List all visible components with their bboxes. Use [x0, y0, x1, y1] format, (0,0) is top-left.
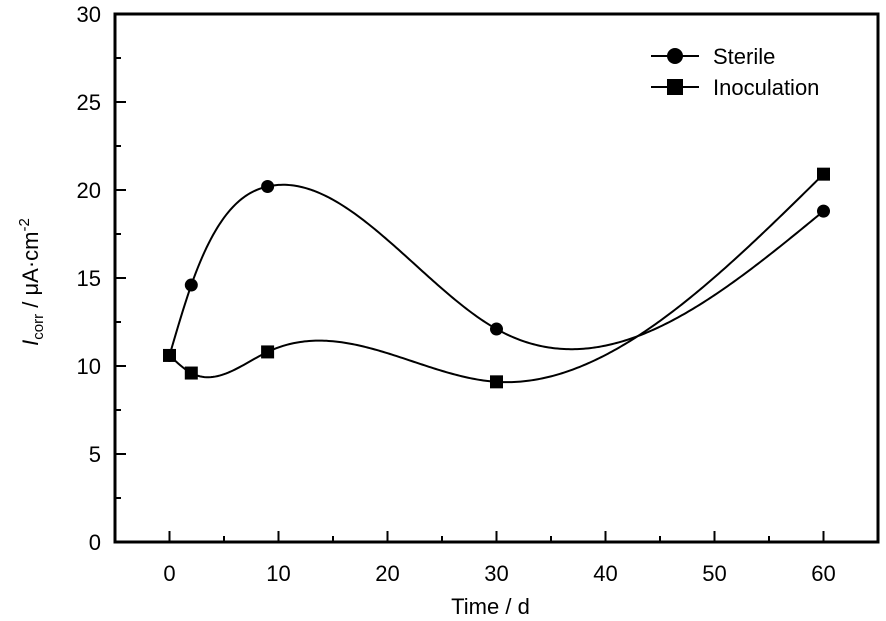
y-tick-label: 10	[77, 354, 101, 379]
data-point-inoculation	[490, 375, 503, 389]
x-tick-label: 20	[375, 561, 399, 586]
y-axis-title-symbol: I	[18, 340, 43, 346]
x-axis-ticks: 0 10 20 30 40 50 60	[163, 531, 836, 586]
x-tick-label: 60	[811, 561, 835, 586]
series-markers	[163, 167, 830, 389]
data-point-inoculation	[261, 345, 275, 359]
x-tick-label: 0	[163, 561, 175, 586]
y-axis-ticks: 0 5 10 15 20 25 30	[77, 2, 126, 555]
data-point-sterile	[261, 179, 275, 193]
data-point-inoculation	[184, 366, 198, 380]
legend: Sterile Inoculation	[651, 44, 819, 100]
data-point-sterile	[490, 322, 503, 336]
x-axis-title: Time / d	[451, 594, 530, 619]
y-tick-label: 30	[77, 2, 101, 27]
legend-item-inoculation: Inoculation	[651, 75, 819, 100]
x-tick-label: 40	[593, 561, 617, 586]
y-axis-title-superscript: -2	[16, 218, 33, 231]
data-point-inoculation	[163, 348, 176, 362]
y-tick-label: 25	[77, 90, 101, 115]
data-point-inoculation	[817, 167, 830, 181]
x-tick-label: 10	[266, 561, 290, 586]
legend-label-sterile: Sterile	[713, 44, 775, 69]
legend-marker-circle	[667, 48, 683, 64]
data-point-sterile	[817, 204, 830, 218]
y-axis-title-subscript: corr	[30, 314, 47, 340]
x-tick-label: 30	[484, 561, 508, 586]
data-point-sterile	[184, 278, 198, 292]
legend-label-inoculation: Inoculation	[713, 75, 819, 100]
y-tick-label: 20	[77, 178, 101, 203]
legend-item-sterile: Sterile	[651, 44, 775, 69]
y-axis-title-unit: / μA·cm	[18, 232, 43, 314]
y-tick-label: 15	[77, 266, 101, 291]
x-tick-label: 50	[702, 561, 726, 586]
y-tick-label: 0	[89, 530, 101, 555]
y-axis-title: Icorr / μA·cm-2	[16, 218, 47, 346]
legend-marker-square	[667, 79, 683, 95]
y-tick-label: 5	[89, 442, 101, 467]
